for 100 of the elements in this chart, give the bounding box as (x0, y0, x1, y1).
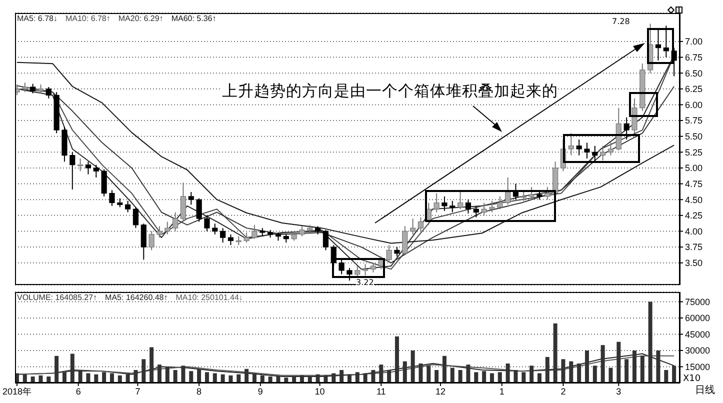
bar (664, 370, 668, 383)
text: MA5: 6.78↓ (17, 14, 58, 23)
candlestick (109, 190, 115, 206)
y-tick-label: 6.25 (685, 84, 703, 94)
bar (355, 372, 360, 383)
candlestick (46, 86, 52, 99)
line-series (16, 85, 675, 264)
bar (656, 350, 660, 383)
x-tick-label: 9 (258, 386, 263, 396)
candlestick (465, 199, 472, 214)
candlestick (592, 145, 598, 162)
y-tick-label: 15000 (685, 362, 710, 372)
text: X10 (683, 374, 701, 384)
bar (482, 371, 486, 383)
bar (561, 359, 566, 383)
y-tick-label: 3.50 (685, 258, 703, 268)
bar (340, 370, 344, 383)
y-tick-label: 3.75 (685, 242, 703, 252)
bar (371, 370, 376, 383)
y-tick-label: 4.00 (685, 226, 703, 236)
annotation: 7.28 (612, 17, 630, 26)
bar (181, 366, 186, 383)
candlestick (450, 200, 456, 213)
candlestick (442, 196, 448, 212)
x-tick-label: 12 (436, 386, 446, 396)
candlestick (125, 200, 131, 213)
bar (569, 361, 574, 383)
y-tick-label: 5.00 (685, 163, 703, 174)
bar (204, 372, 209, 383)
y-tick-label: 45000 (685, 329, 710, 340)
bar (379, 364, 384, 383)
bar (632, 350, 636, 383)
candlestick (338, 259, 344, 275)
bar (608, 368, 613, 383)
candlestick (101, 168, 107, 197)
bar (434, 370, 439, 383)
candlestick (512, 183, 519, 200)
bar (592, 366, 597, 383)
bar (442, 356, 446, 383)
bar (426, 366, 431, 383)
bar (410, 350, 415, 383)
bar (450, 368, 454, 383)
annotation: 3.22 (356, 278, 374, 287)
bar (584, 350, 589, 383)
x-tick-label: 10 (314, 386, 325, 396)
candlestick (354, 266, 360, 278)
bar (387, 370, 392, 383)
bar (616, 342, 621, 383)
y-tick-label: 5.75 (685, 116, 703, 126)
candlestick (85, 161, 92, 175)
annotation: 上升趋势的方向是由一个个箱体堆积叠加起来的 (222, 82, 558, 100)
x-tick-label: 11 (376, 386, 386, 396)
bar (418, 364, 423, 383)
bar (530, 366, 534, 383)
bar (522, 372, 526, 383)
bar (553, 323, 558, 383)
candlestick (576, 139, 582, 156)
y-tick-label: 30000 (685, 346, 710, 356)
y-tick-label: 6.50 (685, 68, 703, 78)
y-tick-label: 4.25 (685, 210, 703, 221)
y-tick-label: 7.00 (685, 36, 703, 47)
candlestick (204, 214, 210, 232)
bar (600, 345, 605, 383)
x-tick-label: 1 (499, 386, 504, 396)
x-tick-label: 7 (135, 386, 140, 396)
text: MA10: 6.78↑ (65, 14, 110, 23)
text: MA10: 250101.44↓ (176, 293, 243, 302)
candlestick (140, 223, 146, 260)
candlestick (30, 83, 36, 94)
candlestick (322, 229, 329, 251)
y-tick-label: 6.00 (685, 100, 703, 110)
bar (624, 359, 629, 383)
candlestick (196, 198, 202, 222)
bar (640, 356, 644, 383)
text: MA60: 5.36↑ (171, 14, 216, 23)
candlestick (536, 190, 542, 200)
y-tick-label: 5.25 (685, 147, 703, 158)
bar (197, 368, 202, 383)
y-tick-label: 5.50 (685, 132, 703, 142)
candlestick (132, 206, 139, 229)
bar (102, 372, 106, 383)
y-tick-label: 4.50 (685, 194, 703, 205)
y-tick-label: 75000 (685, 296, 710, 307)
bar (672, 366, 676, 383)
candlestick (70, 152, 76, 190)
bar (506, 364, 510, 383)
bar (498, 372, 502, 383)
candlestick (362, 264, 368, 276)
bar (402, 361, 407, 383)
y-tick-label: 6.75 (685, 52, 703, 62)
bar (134, 370, 138, 383)
candlestick (655, 28, 662, 61)
bar (54, 356, 59, 383)
bar (458, 370, 462, 383)
bar (173, 370, 178, 383)
bar (648, 302, 652, 383)
bar (142, 359, 146, 383)
candlestick (220, 228, 226, 244)
text: 日线 (695, 385, 715, 396)
bar (545, 357, 550, 383)
